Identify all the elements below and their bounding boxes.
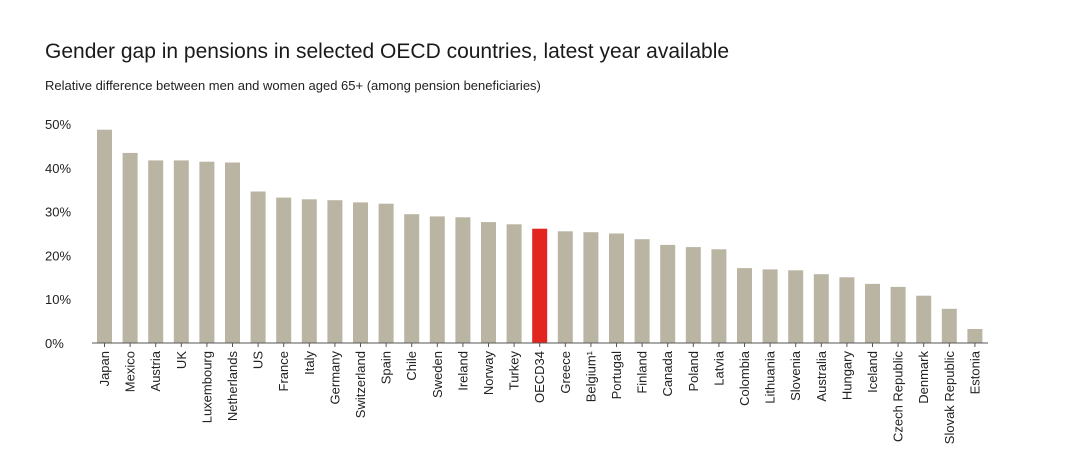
bar-hungary bbox=[839, 277, 855, 343]
bar-latvia bbox=[711, 249, 727, 343]
x-tick-marks bbox=[104, 343, 976, 347]
bar-finland bbox=[634, 239, 650, 343]
bar-turkey bbox=[506, 224, 522, 343]
x-tick-label: Colombia bbox=[737, 350, 752, 406]
x-tick-label: US bbox=[251, 351, 266, 369]
bar-slovak-republic bbox=[941, 308, 957, 343]
bar-poland bbox=[685, 247, 701, 343]
y-axis-labels: 0% 10% 20% 30% 40% 50% bbox=[45, 117, 71, 351]
y-tick-label: 50% bbox=[45, 117, 71, 132]
bar-slovenia bbox=[788, 270, 804, 343]
bar-japan bbox=[97, 129, 112, 343]
bar-france bbox=[276, 197, 292, 343]
x-tick-label: Netherlands bbox=[225, 351, 240, 422]
x-tick-label: Czech Republic bbox=[891, 351, 906, 443]
x-tick-label: Canada bbox=[660, 350, 675, 396]
bar-mexico bbox=[122, 152, 138, 343]
bar-uk bbox=[173, 160, 189, 343]
bars bbox=[97, 129, 983, 343]
x-tick-label: Japan bbox=[97, 351, 112, 386]
x-tick-label: UK bbox=[174, 351, 189, 369]
x-tick-label: Spain bbox=[379, 351, 394, 384]
bar-italy bbox=[301, 199, 317, 343]
bar-denmark bbox=[916, 295, 932, 343]
x-axis-labels: Japan Mexico Austria UK Luxembourg Netherland… bbox=[97, 350, 982, 444]
y-tick-label: 0% bbox=[45, 336, 64, 351]
x-tick-label: Portugal bbox=[609, 351, 624, 400]
x-tick-label: Finland bbox=[635, 351, 650, 394]
x-tick-label: Norway bbox=[481, 351, 496, 396]
chart-title: Gender gap in pensions in selected OECD … bbox=[45, 40, 730, 63]
x-tick-label: Lithuania bbox=[763, 350, 778, 404]
x-tick-label: Belgium¹ bbox=[583, 350, 598, 402]
bar-greece bbox=[557, 231, 573, 343]
x-tick-label: Slovak Republic bbox=[942, 351, 957, 445]
bar-belgium bbox=[583, 232, 599, 343]
x-tick-label: Latvia bbox=[711, 350, 726, 385]
bar-lithuania bbox=[762, 269, 778, 343]
bar-us bbox=[250, 191, 266, 343]
x-tick-label: Luxembourg bbox=[199, 351, 214, 423]
bar-colombia bbox=[737, 268, 752, 343]
x-tick-label: Slovenia bbox=[788, 350, 803, 401]
x-tick-label: Poland bbox=[686, 351, 701, 391]
y-tick-label: 40% bbox=[45, 161, 71, 176]
bar-estonia bbox=[967, 329, 983, 343]
bar-germany bbox=[327, 200, 343, 343]
x-tick-label: Ireland bbox=[455, 351, 470, 391]
x-tick-label: OECD34 bbox=[532, 351, 547, 403]
y-tick-label: 10% bbox=[45, 292, 71, 307]
bar-canada bbox=[660, 244, 676, 343]
bar-switzerland bbox=[353, 202, 368, 343]
bar-austria bbox=[148, 160, 164, 343]
bar-ireland bbox=[455, 217, 471, 343]
y-tick-label: 30% bbox=[45, 205, 71, 220]
chart-subtitle: Relative difference between men and wome… bbox=[45, 78, 541, 93]
x-tick-label: Germany bbox=[327, 351, 342, 405]
x-tick-label: Australia bbox=[814, 350, 829, 401]
bar-iceland bbox=[865, 283, 880, 343]
bar-sweden bbox=[429, 216, 445, 343]
bar-oecd34 bbox=[532, 228, 548, 343]
bar-australia bbox=[813, 274, 829, 343]
x-tick-label: Sweden bbox=[430, 351, 445, 398]
bar-spain bbox=[378, 203, 394, 343]
x-tick-label: Mexico bbox=[123, 351, 138, 392]
x-tick-label: Austria bbox=[148, 350, 163, 391]
x-tick-label: Switzerland bbox=[353, 351, 368, 418]
bar-netherlands bbox=[225, 162, 240, 343]
x-tick-label: Hungary bbox=[839, 351, 854, 401]
x-tick-label: Iceland bbox=[865, 351, 880, 393]
bar-portugal bbox=[609, 233, 624, 343]
y-tick-label: 20% bbox=[45, 248, 71, 263]
x-tick-label: France bbox=[276, 351, 291, 391]
x-tick-label: Denmark bbox=[916, 351, 931, 404]
x-tick-label: Chile bbox=[404, 351, 419, 381]
bar-luxembourg bbox=[199, 161, 215, 343]
x-tick-label: Estonia bbox=[967, 350, 982, 394]
x-tick-label: Greece bbox=[558, 351, 573, 394]
x-tick-label: Italy bbox=[302, 351, 317, 375]
x-tick-label: Turkey bbox=[507, 351, 522, 391]
bar-chile bbox=[404, 214, 420, 343]
bar-czech-republic bbox=[890, 286, 906, 343]
bar-norway bbox=[481, 222, 496, 343]
